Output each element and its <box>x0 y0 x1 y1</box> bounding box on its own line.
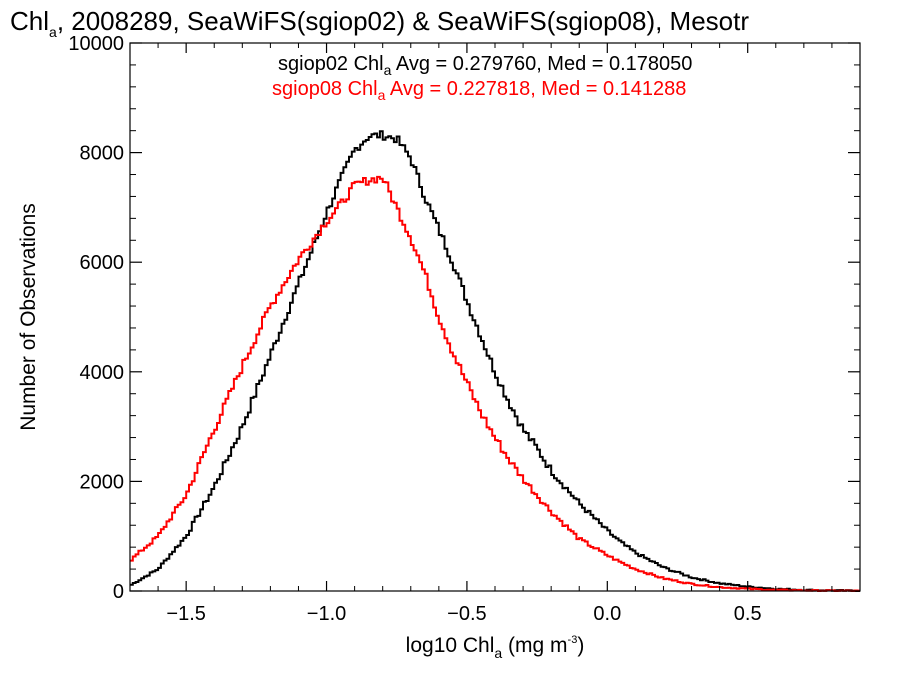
legend-entry-sgiop08-subscript: a <box>378 87 386 103</box>
legend-entry-sgiop02-main: sgiop02 Chl <box>278 53 384 75</box>
y-tick-label: 10000 <box>68 33 124 55</box>
legend-entry-sgiop08-stats: Avg = 0.227818, Med = 0.141288 <box>385 78 686 100</box>
x-tick-label: 0.0 <box>593 603 621 625</box>
x-axis-label-main: log10 Chl <box>406 634 495 657</box>
x-tick-label: 0.5 <box>734 603 762 625</box>
chart-title-rest: , 2008289, SeaWiFS(sgiop02) & SeaWiFS(sg… <box>57 6 750 36</box>
y-tick-label: 2000 <box>80 471 125 493</box>
y-tick-label: 8000 <box>80 143 125 165</box>
series-line-sgiop02 <box>130 130 860 592</box>
legend-entry-sgiop02: sgiop02 Chla Avg = 0.279760, Med = 0.178… <box>278 53 692 78</box>
chart-title: Chla, 2008289, SeaWiFS(sgiop02) & SeaWiF… <box>10 6 749 40</box>
y-tick-label: 4000 <box>80 362 125 384</box>
series-layer <box>130 130 860 592</box>
x-tick-label: −1.5 <box>166 603 205 625</box>
x-axis-label-units: (mg m <box>502 634 567 657</box>
legend-entry-sgiop08-main: sgiop08 Chl <box>272 78 378 100</box>
x-tick-label: −0.5 <box>447 603 486 625</box>
series-line-sgiop08 <box>130 175 860 592</box>
x-axis-label-superscript: -3 <box>568 634 578 646</box>
y-tick-label: 0 <box>113 581 124 603</box>
legend-entry-sgiop02-stats: Avg = 0.279760, Med = 0.178050 <box>391 53 692 75</box>
x-axis-label-subscript: a <box>494 645 502 661</box>
x-tick-label: −1.0 <box>307 603 346 625</box>
y-tick-label: 6000 <box>80 252 125 274</box>
x-axis-label: log10 Chla (mg m-3) <box>406 634 585 661</box>
ticks-layer: −1.5 −1.0 −0.5 0.0 0.5 0 2000 4000 6000 8000 10000 <box>68 33 861 625</box>
legend: sgiop02 Chla Avg = 0.279760, Med = 0.178… <box>272 53 692 103</box>
x-axis-label-close: ) <box>577 634 584 657</box>
chart-title-subscript: a <box>49 24 57 40</box>
chart-title-main: Chl <box>10 6 49 36</box>
legend-entry-sgiop02-subscript: a <box>384 62 392 78</box>
y-axis-label: Number of Observations <box>17 203 40 431</box>
legend-entry-sgiop08: sgiop08 Chla Avg = 0.227818, Med = 0.141… <box>272 78 686 103</box>
